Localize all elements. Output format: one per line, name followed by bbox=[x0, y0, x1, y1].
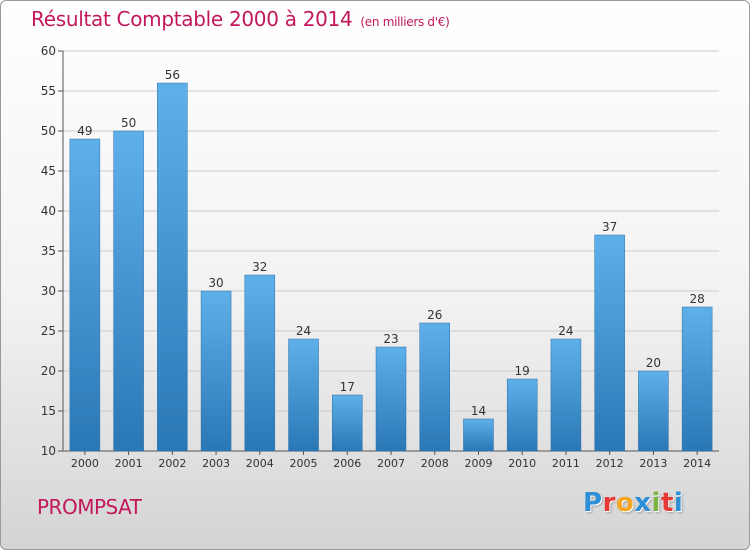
bar-value-label: 20 bbox=[646, 356, 661, 370]
bar-value-label: 17 bbox=[340, 380, 355, 394]
bar bbox=[506, 378, 538, 452]
y-tick-label: 45 bbox=[41, 164, 56, 178]
labels: 49 2000 50 2001 56 2002 30 2003 32 2004 24 2005 17 20… bbox=[71, 68, 711, 470]
bar-value-label: 24 bbox=[296, 324, 311, 338]
x-tick-label: 2000 bbox=[71, 457, 99, 470]
logo-letter: P bbox=[583, 488, 603, 518]
x-tick-label: 2007 bbox=[377, 457, 405, 470]
bar bbox=[244, 274, 276, 452]
y-tick-label: 15 bbox=[41, 404, 56, 418]
bar-value-label: 50 bbox=[121, 116, 136, 130]
bar bbox=[419, 322, 450, 452]
logo-letter: i bbox=[651, 488, 661, 518]
x-tick-label: 2010 bbox=[508, 457, 536, 470]
bar bbox=[157, 82, 188, 452]
logo-letter: o bbox=[615, 488, 635, 518]
proxiti-logo: Proxiti bbox=[583, 488, 683, 518]
y-tick-label: 25 bbox=[41, 324, 56, 338]
bar bbox=[288, 338, 319, 452]
bar bbox=[638, 370, 669, 452]
chart-title: Résultat Comptable 2000 à 2014 bbox=[31, 7, 353, 31]
bar bbox=[375, 346, 407, 452]
logo-letter: i bbox=[673, 488, 684, 518]
y-tick-label: 40 bbox=[41, 204, 56, 218]
logo-letter: x bbox=[634, 488, 652, 518]
logo-letter: r bbox=[602, 488, 616, 518]
x-tick-label: 2002 bbox=[158, 457, 186, 470]
logo-letter: t bbox=[660, 488, 674, 518]
x-tick-label: 2003 bbox=[202, 457, 230, 470]
x-tick-label: 2013 bbox=[639, 457, 667, 470]
y-tick-label: 30 bbox=[41, 284, 56, 298]
x-tick-label: 2012 bbox=[596, 457, 624, 470]
bar bbox=[200, 290, 232, 452]
bar-value-label: 28 bbox=[689, 292, 704, 306]
place-name: PROMPSAT bbox=[37, 495, 142, 519]
x-tick-label: 2011 bbox=[552, 457, 580, 470]
y-tick-label: 50 bbox=[41, 124, 56, 138]
bars bbox=[69, 82, 713, 452]
bar-value-label: 14 bbox=[471, 404, 486, 418]
y-tick-label: 55 bbox=[41, 84, 56, 98]
bar-value-label: 32 bbox=[252, 260, 267, 274]
bar-value-label: 24 bbox=[558, 324, 573, 338]
chart-subtitle: (en milliers d'€) bbox=[360, 15, 450, 29]
bar bbox=[332, 394, 363, 452]
y-tick-label: 10 bbox=[41, 444, 56, 458]
x-tick-label: 2005 bbox=[290, 457, 318, 470]
x-tick-label: 2014 bbox=[683, 457, 711, 470]
bar bbox=[463, 418, 494, 452]
bar-value-label: 30 bbox=[208, 276, 223, 290]
y-tick-label: 20 bbox=[41, 364, 56, 378]
bar-value-label: 56 bbox=[165, 68, 180, 82]
bar-value-label: 23 bbox=[383, 332, 398, 346]
bar-value-label: 19 bbox=[515, 364, 530, 378]
bar bbox=[550, 338, 582, 452]
bar bbox=[594, 234, 625, 452]
y-tick-label: 35 bbox=[41, 244, 56, 258]
x-tick-label: 2001 bbox=[115, 457, 143, 470]
bar bbox=[681, 306, 713, 452]
bar-value-label: 49 bbox=[77, 124, 92, 138]
x-tick-label: 2004 bbox=[246, 457, 274, 470]
bar bbox=[69, 138, 101, 452]
x-tick-label: 2008 bbox=[421, 457, 449, 470]
bar-value-label: 37 bbox=[602, 220, 617, 234]
chart-title-block: Résultat Comptable 2000 à 2014 (en millie… bbox=[31, 7, 450, 31]
x-tick-label: 2009 bbox=[464, 457, 492, 470]
x-tick-label: 2006 bbox=[333, 457, 361, 470]
bar-value-label: 26 bbox=[427, 308, 442, 322]
y-tick-label: 60 bbox=[41, 44, 56, 58]
bar bbox=[113, 130, 144, 452]
